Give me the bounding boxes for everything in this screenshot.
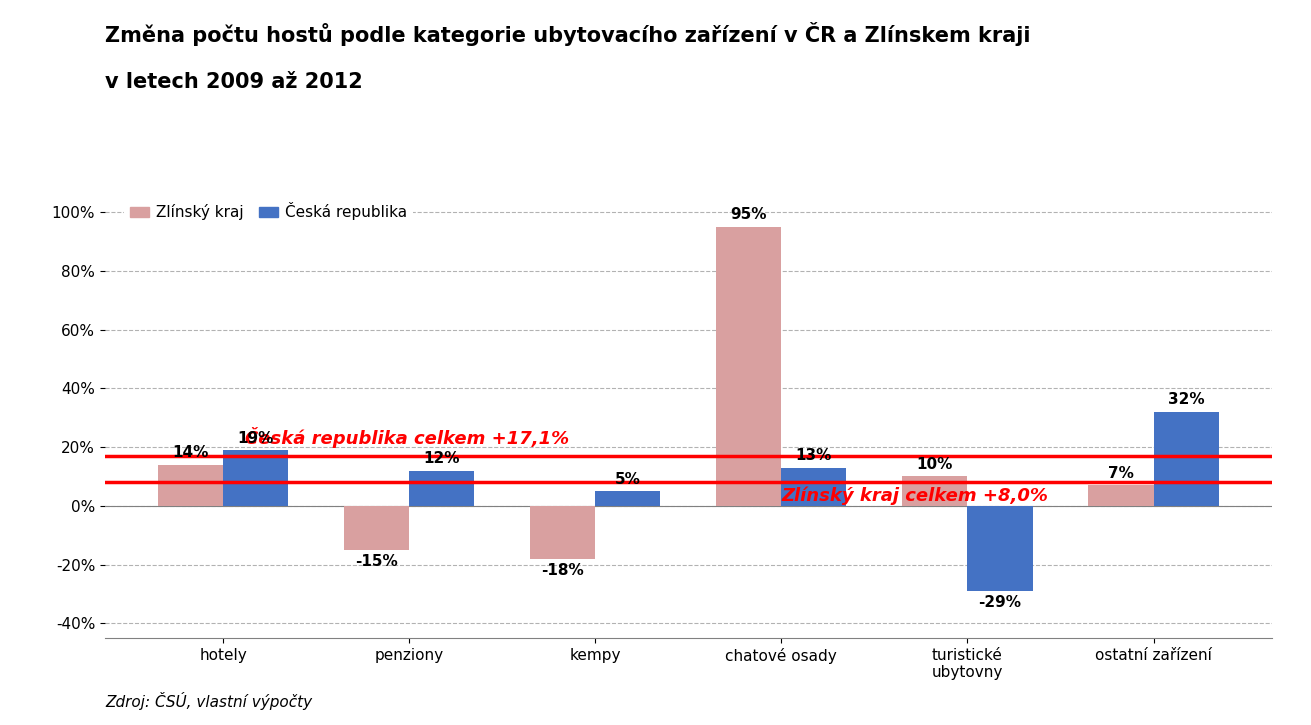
Text: 12%: 12% (423, 451, 460, 466)
Text: v letech 2009 až 2012: v letech 2009 až 2012 (105, 72, 363, 93)
Bar (716, 227, 781, 506)
Bar (781, 468, 847, 506)
Text: Zdroj: ČSÚ, vlastní výpočty: Zdroj: ČSÚ, vlastní výpočty (105, 692, 312, 710)
Bar (409, 471, 475, 506)
Bar (223, 450, 288, 506)
Text: 19%: 19% (237, 431, 274, 446)
Text: -18%: -18% (541, 563, 583, 578)
Text: -15%: -15% (355, 555, 399, 569)
Bar (968, 506, 1033, 591)
Text: 10%: 10% (916, 457, 953, 472)
Text: 5%: 5% (615, 472, 641, 486)
Text: 7%: 7% (1108, 466, 1134, 481)
Text: 95%: 95% (730, 207, 767, 223)
Bar (595, 491, 661, 506)
Text: Česká republika celkem +17,1%: Česká republika celkem +17,1% (245, 427, 569, 448)
Bar (530, 506, 595, 559)
Legend: Zlínský kraj, Česká republika: Zlínský kraj, Česká republika (125, 196, 413, 226)
Bar (1088, 485, 1154, 506)
Bar (902, 476, 968, 506)
Text: -29%: -29% (978, 595, 1021, 610)
Bar (343, 506, 409, 550)
Text: 13%: 13% (796, 448, 832, 463)
Text: Změna počtu hostů podle kategorie ubytovacího zařízení v ČR a Zlínskem kraji: Změna počtu hostů podle kategorie ubytov… (105, 22, 1030, 46)
Bar (1154, 412, 1219, 506)
Text: 32%: 32% (1168, 392, 1205, 407)
Text: Zlínský kraj celkem +8,0%: Zlínský kraj celkem +8,0% (781, 487, 1049, 505)
Text: 14%: 14% (172, 445, 208, 460)
Bar (157, 465, 223, 506)
